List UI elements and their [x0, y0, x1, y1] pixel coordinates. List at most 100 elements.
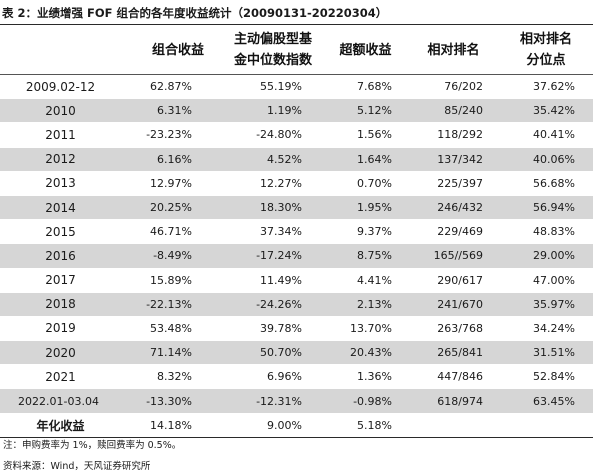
title-rule: [0, 24, 593, 25]
cell-median-index: -24.80%: [223, 122, 323, 148]
cell-median-index: 55.19%: [223, 74, 323, 100]
table-row: 年化收益 14.18% 9.00% 5.18%: [0, 413, 593, 438]
cell-median-index: 18.30%: [223, 195, 323, 221]
cell-excess-return: 20.43%: [323, 340, 408, 366]
table-row: 2016 -8.49% -17.24% 8.75% 165//569 29.00%: [0, 243, 593, 269]
cell-portfolio-return: -23.23%: [133, 122, 223, 148]
table-row: 2018 -22.13% -24.26% 2.13% 241/670 35.97%: [0, 292, 593, 317]
header-fund-median-index: 主动偏股型基 金中位数指数: [223, 26, 323, 75]
table-row: 2014 20.25% 18.30% 1.95% 246/432 56.94%: [0, 195, 593, 221]
cell-excess-return: 2.13%: [323, 292, 408, 317]
header-excess-return: 超额收益: [323, 26, 408, 75]
cell-relative-rank: 118/292: [408, 122, 499, 148]
cell-rank-percentile: 34.24%: [499, 316, 593, 342]
cell-relative-rank: 265/841: [408, 340, 499, 366]
cell-portfolio-return: 53.48%: [133, 316, 223, 342]
cell-rank-percentile: 37.62%: [499, 74, 593, 100]
cell-median-index: 9.00%: [223, 413, 323, 438]
cell-relative-rank: 165//569: [408, 243, 499, 269]
cell-rank-percentile: 56.68%: [499, 171, 593, 196]
cell-excess-return: 7.68%: [323, 74, 408, 100]
cell-portfolio-return: 71.14%: [133, 340, 223, 366]
header-line: 相对排名: [427, 42, 480, 58]
header-portfolio-return: 组合收益: [133, 26, 223, 75]
source-note: 资料来源：Wind，天风证券研究所: [3, 461, 151, 472]
cell-median-index: 37.34%: [223, 219, 323, 245]
cell-period: 2011: [0, 122, 133, 148]
cell-excess-return: 13.70%: [323, 316, 408, 342]
cell-median-index: 50.70%: [223, 340, 323, 366]
cell-period: 2018: [0, 292, 133, 317]
cell-median-index: -24.26%: [223, 292, 323, 317]
cell-rank-percentile: 48.83%: [499, 219, 593, 245]
cell-period: 年化收益: [0, 413, 133, 438]
cell-rank-percentile: 29.00%: [499, 243, 593, 269]
cell-median-index: 11.49%: [223, 268, 323, 293]
cell-median-index: 39.78%: [223, 316, 323, 342]
cell-excess-return: 0.70%: [323, 171, 408, 196]
header-line: 相对排名: [519, 32, 572, 47]
cell-period: 2015: [0, 219, 133, 245]
returns-table: 组合收益 主动偏股型基 金中位数指数 超额收益 相对排名 相对排名 分位点 20…: [0, 26, 593, 438]
table-header: 组合收益 主动偏股型基 金中位数指数 超额收益 相对排名 相对排名 分位点: [0, 26, 593, 75]
table-row: 2021 8.32% 6.96% 1.36% 447/846 52.84%: [0, 364, 593, 390]
cell-portfolio-return: 8.32%: [133, 364, 223, 390]
cell-rank-percentile: 63.45%: [499, 388, 593, 414]
table-row: 2017 15.89% 11.49% 4.41% 290/617 47.00%: [0, 268, 593, 293]
cell-excess-return: 1.64%: [323, 147, 408, 172]
cell-portfolio-return: 6.31%: [133, 98, 223, 124]
table-row: 2013 12.97% 12.27% 0.70% 225/397 56.68%: [0, 171, 593, 196]
cell-period: 2021: [0, 364, 133, 390]
cell-relative-rank: 76/202: [408, 74, 499, 100]
cell-rank-percentile: 31.51%: [499, 340, 593, 366]
cell-median-index: 4.52%: [223, 147, 323, 172]
cell-relative-rank: [408, 413, 499, 438]
cell-portfolio-return: -13.30%: [133, 388, 223, 414]
cell-relative-rank: 246/432: [408, 195, 499, 221]
cell-rank-percentile: 52.84%: [499, 364, 593, 390]
header-relative-rank: 相对排名: [408, 26, 499, 75]
cell-excess-return: 1.95%: [323, 195, 408, 221]
cell-rank-percentile: 56.94%: [499, 195, 593, 221]
table-title: 表 2：业绩增强 FOF 组合的各年度收益统计（20090131-2022030…: [2, 6, 388, 20]
cell-portfolio-return: 12.97%: [133, 171, 223, 196]
cell-portfolio-return: -8.49%: [133, 243, 223, 269]
cell-period: 2022.01-03.04: [0, 388, 133, 414]
cell-period: 2017: [0, 268, 133, 293]
cell-rank-percentile: 40.06%: [499, 147, 593, 172]
cell-median-index: -17.24%: [223, 243, 323, 269]
cell-relative-rank: 447/846: [408, 364, 499, 390]
table-row: 2010 6.31% 1.19% 5.12% 85/240 35.42%: [0, 98, 593, 124]
cell-rank-percentile: 40.41%: [499, 122, 593, 148]
header-line: 组合收益: [151, 42, 204, 58]
cell-relative-rank: 290/617: [408, 268, 499, 293]
cell-period: 2019: [0, 316, 133, 342]
header-rank-percentile: 相对排名 分位点: [499, 26, 593, 75]
cell-excess-return: 4.41%: [323, 268, 408, 293]
cell-period: 2014: [0, 195, 133, 221]
header-line: 主动偏股型基: [233, 32, 312, 47]
cell-relative-rank: 85/240: [408, 98, 499, 124]
table-body: 2009.02-12 62.87% 55.19% 7.68% 76/202 37.62% 2…: [0, 74, 593, 438]
cell-period: 2010: [0, 98, 133, 124]
cell-relative-rank: 263/768: [408, 316, 499, 342]
cell-median-index: -12.31%: [223, 388, 323, 414]
table-row: 2011 -23.23% -24.80% 1.56% 118/292 40.41%: [0, 122, 593, 148]
cell-rank-percentile: 47.00%: [499, 268, 593, 293]
cell-portfolio-return: 6.16%: [133, 147, 223, 172]
cell-excess-return: 1.36%: [323, 364, 408, 390]
cell-relative-rank: 137/342: [408, 147, 499, 172]
cell-period: 2013: [0, 171, 133, 196]
table-row: 2022.01-03.04 -13.30% -12.31% -0.98% 618/974…: [0, 388, 593, 414]
cell-portfolio-return: -22.13%: [133, 292, 223, 317]
cell-period: 2020: [0, 340, 133, 366]
fee-note: 注：申购费率为 1%，赎回费率为 0.5%。: [3, 440, 182, 451]
table-row: 2020 71.14% 50.70% 20.43% 265/841 31.51%: [0, 340, 593, 366]
header-line: 分位点: [526, 53, 566, 68]
cell-portfolio-return: 15.89%: [133, 268, 223, 293]
cell-median-index: 6.96%: [223, 364, 323, 390]
cell-portfolio-return: 46.71%: [133, 219, 223, 245]
header-corner: [0, 26, 133, 75]
cell-relative-rank: 241/670: [408, 292, 499, 317]
